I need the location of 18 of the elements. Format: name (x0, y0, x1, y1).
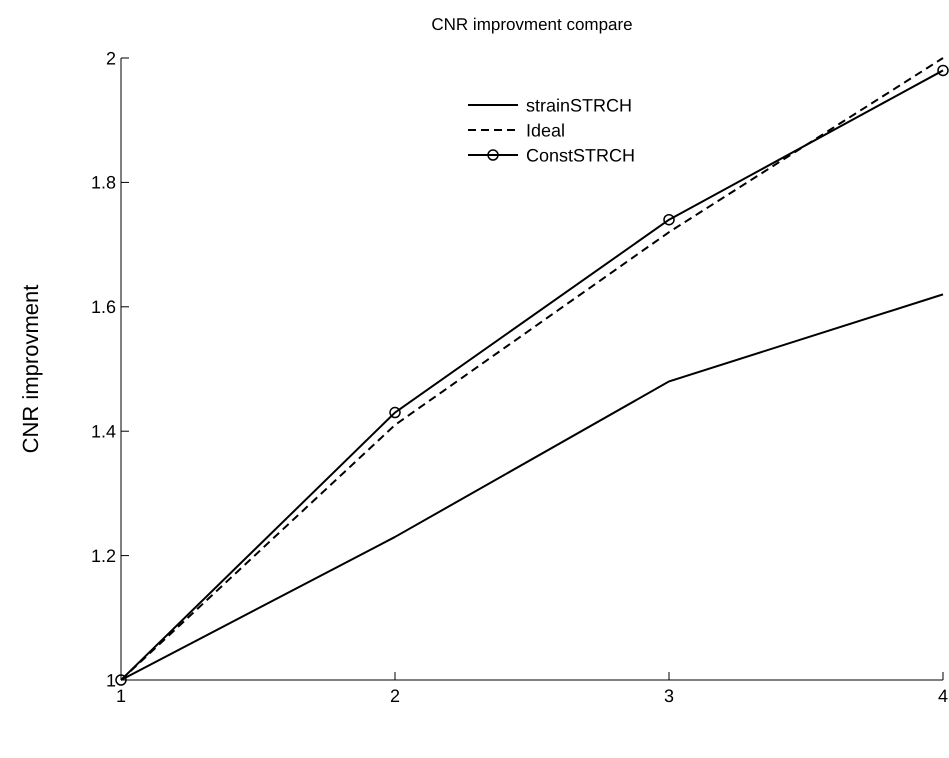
legend-label: ConstSTRCH (526, 145, 636, 166)
chart-title: CNR improvment compare (431, 15, 633, 34)
legend-label: Ideal (526, 120, 566, 140)
y-tick-label: 1.8 (90, 172, 116, 193)
y-axis-title: CNR improvment (18, 284, 43, 454)
x-tick-label: 2 (390, 686, 400, 706)
y-tick-label: 1.4 (90, 422, 116, 442)
legend-label: strainSTRCH (526, 95, 632, 116)
point (115, 674, 127, 686)
y-tick-label: 1.6 (90, 297, 116, 318)
x-tick-label: 3 (664, 686, 674, 706)
point (663, 214, 675, 226)
point (937, 64, 949, 76)
x-tick-label: 4 (938, 686, 948, 706)
y-tick-label: 1 (106, 670, 116, 690)
y-tick-label: 1.2 (90, 546, 116, 566)
point (389, 406, 401, 418)
y-tick-label: 2 (106, 48, 116, 68)
